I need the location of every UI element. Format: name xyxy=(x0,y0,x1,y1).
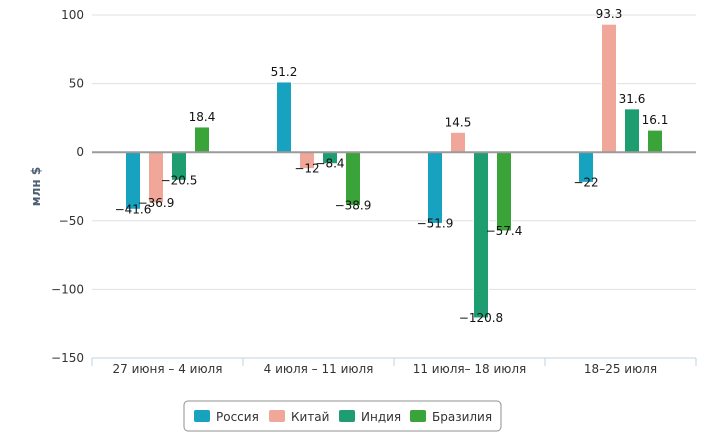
data-label: 14.5 xyxy=(445,115,472,129)
legend-item[interactable]: Россия xyxy=(194,410,259,424)
data-label: 93.3 xyxy=(596,7,623,21)
legend-swatch xyxy=(339,410,355,422)
legend-swatch xyxy=(194,410,210,422)
x-tick-label: 18–25 июля xyxy=(584,362,657,376)
data-label: −51.9 xyxy=(417,216,454,230)
data-label: 51.2 xyxy=(271,65,298,79)
legend-item[interactable]: Китай xyxy=(269,410,329,424)
legend-swatch xyxy=(269,410,285,422)
legend-label: Китай xyxy=(291,410,329,424)
data-labels: −41.6 51.2 −51.9 −22 −36.9 −12 14.5 93.3 −20.5 −8… xyxy=(115,7,669,325)
data-label: −36.9 xyxy=(138,196,175,210)
y-tick-label: 50 xyxy=(69,77,84,91)
y-axis-ticks: 100 50 0 −50 −100 −150 xyxy=(51,8,84,365)
y-tick-label: −100 xyxy=(51,282,84,296)
data-label: −57.4 xyxy=(486,224,523,238)
bars xyxy=(125,23,663,319)
y-tick-label: 0 xyxy=(76,145,84,159)
bar xyxy=(647,129,663,153)
x-tick-label: 27 июня – 4 июля xyxy=(113,362,223,376)
legend-label: Россия xyxy=(216,410,259,424)
data-label: −8.4 xyxy=(315,157,344,171)
legend-label: Бразилия xyxy=(432,410,492,424)
legend-item[interactable]: Индия xyxy=(339,410,401,424)
bar xyxy=(450,131,466,153)
legend-label: Индия xyxy=(361,410,401,424)
bar xyxy=(427,151,443,224)
data-label: 31.6 xyxy=(619,92,646,106)
y-tick-label: 100 xyxy=(61,8,84,22)
bar xyxy=(624,108,640,153)
bar xyxy=(496,151,512,232)
data-label: −20.5 xyxy=(161,173,198,187)
data-label: −41.6 xyxy=(115,202,152,216)
x-tick-label: 4 июля – 11 июля xyxy=(264,362,374,376)
y-axis-label: млн $ xyxy=(29,167,43,206)
data-label: 18.4 xyxy=(189,110,216,124)
bar xyxy=(345,151,361,207)
legend-swatch xyxy=(410,410,426,422)
bar xyxy=(276,81,292,153)
bar xyxy=(194,126,210,153)
bar xyxy=(601,23,617,153)
data-label: 16.1 xyxy=(642,113,669,127)
y-tick-label: −150 xyxy=(51,351,84,365)
legend-item[interactable]: Бразилия xyxy=(410,410,492,424)
data-label: −38.9 xyxy=(335,199,372,213)
x-tick-label: 11 июля– 18 июля xyxy=(413,362,527,376)
data-label: −120.8 xyxy=(459,311,503,325)
y-tick-label: −50 xyxy=(59,214,84,228)
data-label: −12 xyxy=(294,162,319,176)
legend: Россия Китай Индия Бразилия xyxy=(183,400,502,432)
data-label: −22 xyxy=(573,175,598,189)
x-axis-ticks: 27 июня – 4 июля 4 июля – 11 июля 11 июля–… xyxy=(91,358,697,376)
